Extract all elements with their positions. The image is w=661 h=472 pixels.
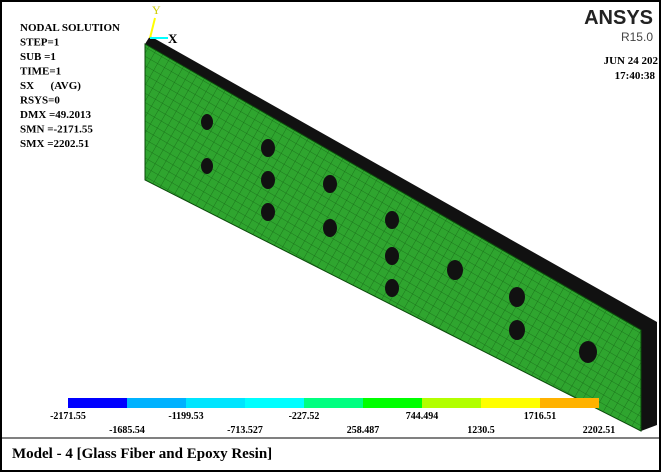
- screenshot: Y X NODAL SOLUTION STEP=1 SUB =1 TIME=1 SX (…: [0, 0, 661, 472]
- legend-label: -227.52: [289, 411, 320, 422]
- time: 17:40:38: [615, 70, 656, 82]
- legend-label: -1199.53: [168, 411, 203, 422]
- caption: Model - 4 [Glass Fiber and Epoxy Resin]: [12, 446, 272, 462]
- header-line: SUB =1: [20, 51, 56, 63]
- legend-label: -1685.54: [109, 425, 145, 436]
- legend-label: -713.527: [227, 425, 263, 436]
- header-line: RSYS=0: [20, 95, 60, 107]
- axis-label-y: Y: [152, 3, 161, 17]
- legend-swatch: [481, 398, 540, 408]
- legend-swatch: [245, 398, 304, 408]
- header-line: DMX =49.2013: [20, 109, 92, 121]
- release: R15.0: [621, 30, 653, 44]
- legend-label: 1230.5: [467, 425, 495, 436]
- legend-swatch: [540, 398, 599, 408]
- axis-label-x: X: [168, 31, 178, 46]
- header-line: NODAL SOLUTION: [20, 22, 120, 34]
- legend-swatch: [127, 398, 186, 408]
- header-line: STEP=1: [20, 37, 59, 49]
- legend-label: 744.494: [406, 411, 439, 422]
- header-line: SMX =2202.51: [20, 138, 89, 150]
- legend-swatch: [363, 398, 422, 408]
- legend-label: 258.487: [347, 425, 380, 436]
- header-line: SX (AVG): [20, 80, 81, 92]
- brand: ANSYS: [584, 7, 653, 29]
- date: JUN 24 202: [604, 55, 659, 67]
- header-line: TIME=1: [20, 66, 61, 78]
- legend-label: -2171.55: [50, 411, 86, 422]
- header-line: SMN =-2171.55: [20, 124, 93, 136]
- legend-label: 1716.51: [524, 411, 557, 422]
- legend-swatch: [422, 398, 481, 408]
- legend-swatch: [186, 398, 245, 408]
- legend-label: 2202.51: [583, 425, 616, 436]
- legend-swatch: [304, 398, 363, 408]
- legend-swatch: [68, 398, 127, 408]
